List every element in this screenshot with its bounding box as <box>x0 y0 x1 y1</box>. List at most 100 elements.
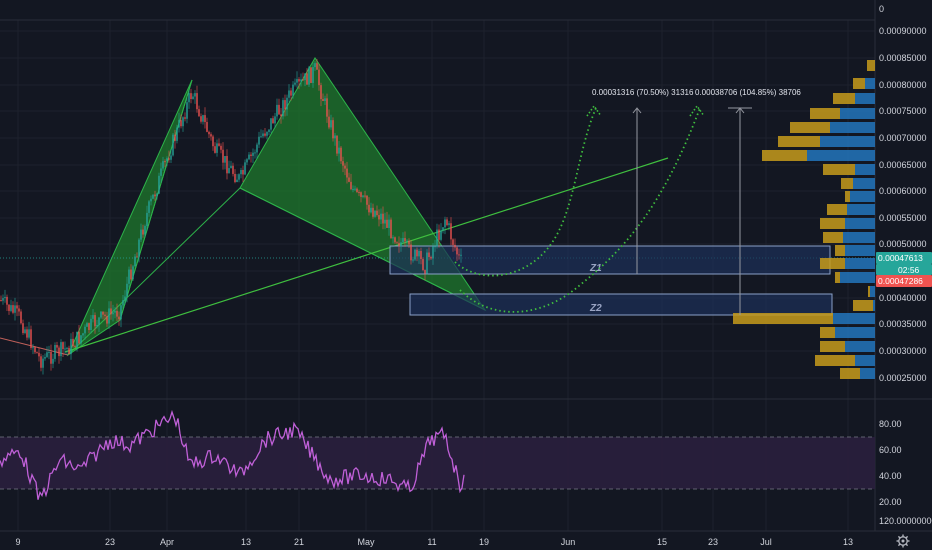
candle-body <box>440 230 442 240</box>
candle-body <box>206 122 208 132</box>
candle-body <box>232 165 234 174</box>
candle-body <box>44 356 46 359</box>
candle-body <box>290 90 292 96</box>
candle-body <box>28 329 30 338</box>
candle-body <box>176 127 178 141</box>
volume-profile-down-bar <box>840 368 860 379</box>
candle-body <box>362 195 364 197</box>
candle-body <box>208 131 210 135</box>
candle-body <box>314 63 316 68</box>
projection-path-1 <box>454 107 597 277</box>
candle-body <box>374 210 376 217</box>
candle-body <box>242 169 244 175</box>
volume-profile-up-bar <box>830 122 875 133</box>
zone-z1[interactable]: Z1 <box>389 245 831 275</box>
price-tick-label: 0.00030000 <box>879 346 927 356</box>
candle-body <box>22 323 24 334</box>
candle-body <box>134 256 136 267</box>
candle-body <box>12 305 14 313</box>
candle-body <box>138 239 140 258</box>
candle-body <box>126 283 128 297</box>
candle-body <box>212 136 214 147</box>
candle-body <box>226 156 228 174</box>
candle-body <box>70 338 72 355</box>
candle-body <box>52 358 54 364</box>
candle-body <box>376 210 378 216</box>
prev-price-value: 0.00047286 <box>878 276 923 286</box>
price-axis[interactable]: 0 0.00090000 0.00085000 0.00080000 0.0007500… <box>879 4 927 383</box>
candle-body <box>428 252 430 258</box>
candle-body <box>388 219 390 228</box>
measure-tool-1[interactable]: 0.00031316 (70.50%) 31316 <box>592 88 694 274</box>
candle-body <box>222 149 224 163</box>
candle-body <box>452 239 454 245</box>
candle-body <box>20 311 22 324</box>
candle-body <box>32 347 34 349</box>
candle-body <box>216 143 218 153</box>
time-axis[interactable]: 9 23 Apr 13 21 May 11 19 Jun 15 23 Jul 13 <box>15 537 853 547</box>
candle-body <box>74 346 76 348</box>
candle-body <box>404 238 406 242</box>
volume-profile-up-bar <box>855 355 875 366</box>
measure-tool-2[interactable]: 0.00038706 (104.85%) 38706 <box>695 88 801 315</box>
candle-body <box>386 219 388 228</box>
candle-body <box>306 73 308 85</box>
candle-body <box>356 188 358 192</box>
projection-path-2 <box>459 107 701 313</box>
candle-body <box>102 311 104 315</box>
zone-z2[interactable]: Z2 <box>409 293 833 316</box>
candle-body <box>340 147 342 162</box>
candle-body <box>292 84 294 96</box>
candle-body <box>416 249 418 257</box>
candle-body <box>94 315 96 327</box>
trend-line[interactable] <box>64 157 669 353</box>
candle-body <box>178 120 180 128</box>
candle-body <box>50 352 52 364</box>
volume-profile <box>733 60 875 379</box>
candle-body <box>310 67 312 83</box>
candle-body <box>448 223 450 226</box>
projection-paths[interactable] <box>454 104 705 313</box>
volume-profile-up-bar <box>860 368 875 379</box>
candle-body <box>88 323 90 331</box>
pattern-bd-line <box>239 187 486 311</box>
zone-z1-label: Z1 <box>589 263 602 274</box>
volume-profile-down-bar <box>823 164 855 175</box>
rsi-pane[interactable] <box>0 409 875 500</box>
candle-body <box>4 296 6 299</box>
candle-body <box>412 259 414 261</box>
candle-body <box>218 143 220 146</box>
candle-body <box>270 118 272 130</box>
volume-profile-down-bar <box>841 178 853 189</box>
time-tick-label: 13 <box>241 537 251 547</box>
candle-body <box>274 116 276 124</box>
candle-body <box>118 316 120 320</box>
candle-body <box>38 352 40 357</box>
time-tick-label: 19 <box>479 537 489 547</box>
rsi-axis[interactable]: 80.00 60.00 40.00 20.00 120.00000000 <box>879 419 932 526</box>
candle-body <box>414 249 416 260</box>
descending-line[interactable] <box>0 337 69 356</box>
candle-body <box>108 308 110 324</box>
candle-body <box>58 347 60 357</box>
candle-body <box>254 152 256 154</box>
volume-profile-up-bar <box>807 150 875 161</box>
candle-body <box>444 219 446 228</box>
candle-body <box>284 100 286 110</box>
price-tick-label: 0.00050000 <box>879 239 927 249</box>
gear-icon[interactable] <box>896 534 910 548</box>
candle-body <box>240 169 242 175</box>
time-tick-label: Apr <box>160 537 174 547</box>
price-tick-label: 0.00040000 <box>879 293 927 303</box>
volume-profile-down-bar <box>778 136 820 147</box>
volume-profile-down-bar <box>845 191 850 202</box>
candle-body <box>360 192 362 197</box>
volume-profile-up-bar <box>873 300 875 311</box>
time-tick-label: May <box>357 537 375 547</box>
candle-body <box>186 102 188 119</box>
candle-body <box>166 158 168 162</box>
volume-profile-down-bar <box>820 341 845 352</box>
candle-body <box>152 194 154 199</box>
volume-profile-down-bar <box>820 218 845 229</box>
